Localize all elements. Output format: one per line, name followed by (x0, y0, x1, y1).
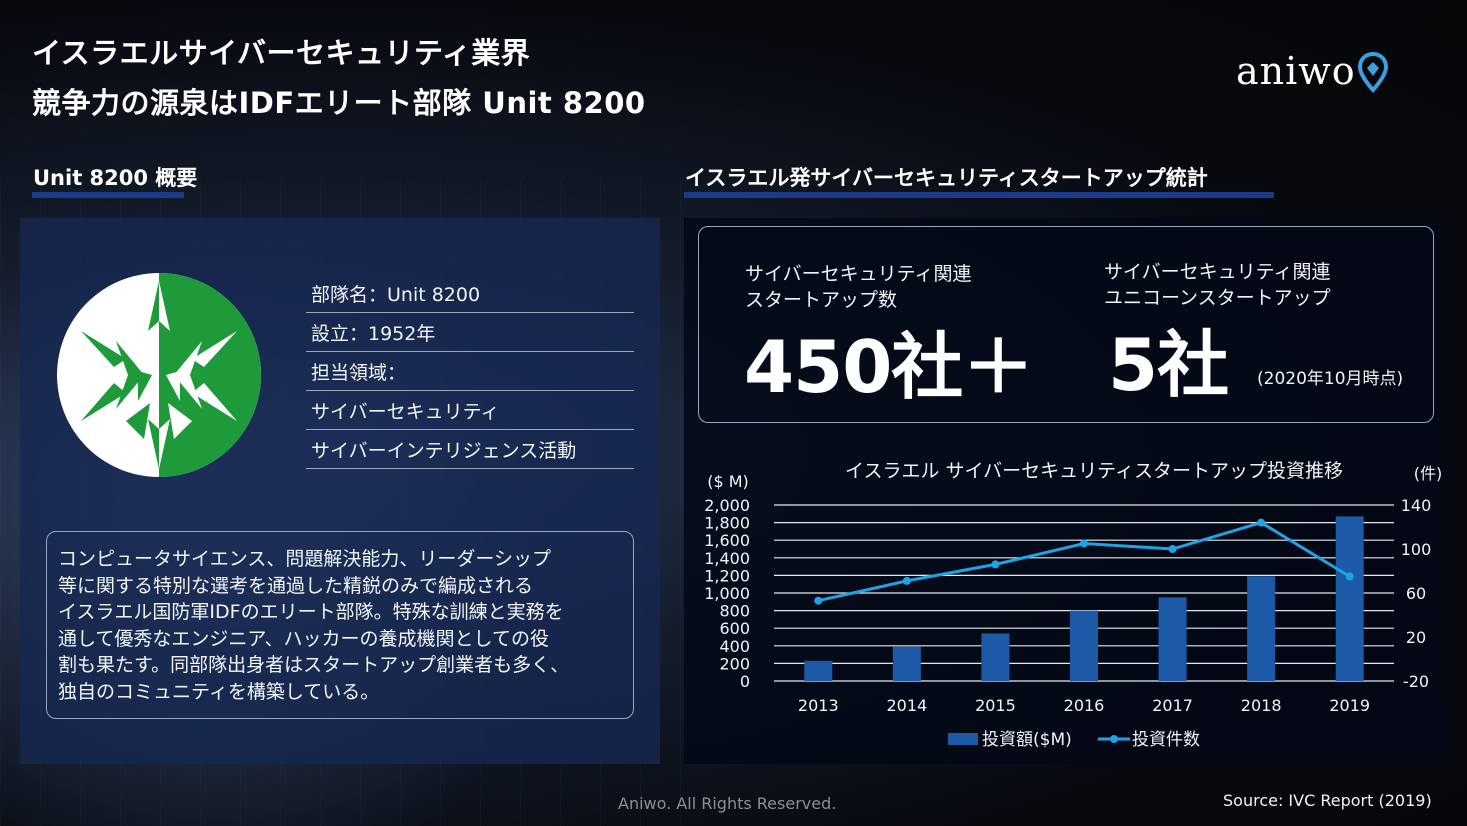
y-tick-label: 600 (719, 619, 750, 638)
bar-investment-amount (1247, 576, 1276, 681)
description-line: イスラエル国防軍IDFのエリート部隊。特殊な訓練と実務を (58, 601, 564, 623)
stats-section-title: イスラエル発サイバーセキュリティスタートアップ統計 (685, 166, 1208, 190)
legend-bar-swatch (948, 733, 978, 745)
description-line: コンピュータサイエンス、問題解決能力、リーダーシップ (58, 548, 552, 570)
bar-investment-amount (1070, 610, 1098, 681)
x-tick-label: 2018 (1241, 696, 1282, 715)
bar-investment-amount (1335, 516, 1364, 681)
x-tick-label: 2013 (798, 696, 839, 715)
y-tick-label: 400 (719, 637, 750, 656)
bar-investment-amount (892, 646, 921, 681)
stats-summary-frame (698, 226, 1434, 423)
x-tick-label: 2015 (975, 696, 1016, 715)
stat-unicorns-label-line1: サイバーセキュリティ関連 (1104, 261, 1331, 283)
unit8200-description-frame (46, 531, 634, 719)
source-text: Source: IVC Report (2019) (1223, 791, 1432, 810)
description-line: 独自のコミュニティを構築している。 (58, 680, 380, 703)
y2-tick-label: 20 (1406, 628, 1426, 647)
legend-bar-label: 投資額($M) (982, 730, 1072, 750)
info-row-cyber-intelligence: サイバーインテリジェンス活動 (306, 430, 634, 469)
y2-axis-label: (件) (1414, 464, 1443, 483)
bar-investment-amount (1158, 597, 1187, 681)
y-tick-label: 1,600 (704, 531, 750, 550)
stat-unicorns-value: 5社 (1108, 323, 1229, 407)
point-investment-count (1080, 539, 1088, 548)
stat-startups-label: サイバーセキュリティ関連 スタートアップ数 (745, 261, 971, 313)
stat-unicorns-label: サイバーセキュリティ関連 ユニコーンスタートアップ (1104, 259, 1331, 311)
point-investment-count (991, 560, 1000, 569)
info-row-founded: 設立：1952年 (306, 313, 634, 352)
y-tick-label: 1,000 (704, 584, 750, 603)
stat-startups-label-line1: サイバーセキュリティ関連 (745, 263, 972, 285)
x-tick-label: 2014 (886, 696, 927, 715)
legend-line-marker (1110, 735, 1118, 743)
stat-startups-label-line2: スタートアップ数 (745, 289, 898, 311)
bar-investment-amount (804, 660, 833, 681)
description-line: 等に関する特別な選考を通過した精鋭のみで編成される (58, 574, 534, 597)
unit8200-info-list: 部隊名：Unit 8200 設立：1952年 担当領域： サイバーセキュリティ … (306, 274, 634, 469)
x-tick-label: 2016 (1064, 696, 1105, 715)
stat-as-of-note: (2020年10月時点) (1257, 369, 1404, 389)
y-tick-label: 1,800 (704, 514, 750, 533)
page-title-line2: 競争力の源泉はIDFエリート部隊 Unit 8200 (32, 86, 646, 120)
y-tick-label: 1,400 (704, 549, 750, 568)
unit8200-emblem-icon (57, 273, 261, 477)
chart-title: イスラエル サイバーセキュリティスタートアップ投資推移 (845, 460, 1343, 482)
x-tick-label: 2017 (1152, 696, 1193, 715)
point-investment-count (1345, 572, 1354, 581)
unit8200-description: コンピュータサイエンス、問題解決能力、リーダーシップ 等に関する特別な選考を通過… (58, 546, 628, 705)
legend-line-label: 投資件数 (1132, 730, 1200, 750)
description-line: 割も果たす。同部隊出身者はスタートアップ創業者も多く、 (58, 654, 570, 676)
y2-tick-label: 140 (1401, 496, 1432, 515)
bar-investment-amount (981, 633, 1010, 681)
y-tick-label: 200 (719, 654, 750, 673)
stats-section-underline (684, 192, 1274, 198)
y2-tick-label: 60 (1406, 584, 1426, 603)
point-investment-count (1168, 545, 1177, 553)
point-investment-count (1257, 518, 1266, 527)
point-investment-count (814, 596, 823, 605)
x-tick-label: 2019 (1329, 696, 1370, 715)
aniwo-logo: aniwo (1236, 44, 1388, 98)
y2-tick-label: -20 (1403, 672, 1429, 691)
stat-startups-value: 450社＋ (744, 325, 1034, 409)
map-pin-icon (1357, 52, 1388, 93)
y-tick-label: 2,000 (704, 496, 750, 515)
unit8200-section-underline (32, 192, 184, 198)
info-row-cybersecurity: サイバーセキュリティ (306, 391, 634, 430)
copyright-text: Aniwo. All Rights Reserved. (618, 794, 837, 813)
unit8200-section-title: Unit 8200 概要 (33, 166, 198, 190)
investment-trend-chart: イスラエル サイバーセキュリティスタートアップ投資推移 ($ M) (件) 02… (704, 460, 1443, 750)
info-row-unit-name: 部隊名：Unit 8200 (306, 274, 634, 313)
page-title-line1: イスラエルサイバーセキュリティ業界 (32, 36, 531, 70)
y2-tick-label: 100 (1401, 540, 1432, 559)
logo-text: aniwo (1236, 49, 1356, 93)
info-row-domain: 担当領域： (306, 352, 634, 391)
y-tick-label: 0 (740, 672, 750, 691)
y-tick-label: 1,200 (704, 566, 750, 585)
y-tick-label: 800 (719, 602, 750, 621)
point-investment-count (902, 576, 911, 585)
description-line: 通して優秀なエンジニア、ハッカーの養成機関としての役 (58, 627, 549, 650)
y-axis-label: ($ M) (707, 472, 749, 491)
stat-unicorns-label-line2: ユニコーンスタートアップ (1104, 287, 1331, 309)
